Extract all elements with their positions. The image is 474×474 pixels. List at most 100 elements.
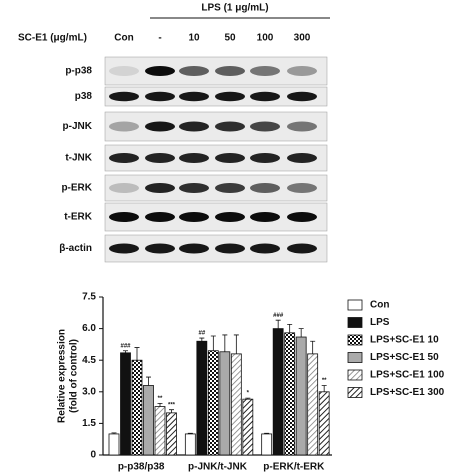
significance: * xyxy=(247,391,250,397)
error-bar xyxy=(245,397,251,400)
y-axis-label: (fold of control) xyxy=(69,339,80,413)
y-tick-label: 0 xyxy=(90,450,96,461)
band xyxy=(215,153,245,163)
legend-label: Con xyxy=(370,300,389,311)
row-label: p38 xyxy=(75,91,93,102)
significance: ## xyxy=(198,331,205,337)
band xyxy=(250,243,280,254)
error-bar xyxy=(287,323,293,333)
bar xyxy=(219,351,231,456)
bar xyxy=(108,433,120,456)
band xyxy=(109,66,139,76)
x-tick-label: p-p38/p38 xyxy=(118,462,165,473)
bar xyxy=(318,391,330,456)
lane-label: Con xyxy=(114,33,133,44)
legend-swatch xyxy=(347,317,363,328)
band xyxy=(179,121,209,132)
band xyxy=(250,66,280,76)
band xyxy=(215,66,245,76)
band xyxy=(179,183,209,193)
band xyxy=(109,153,139,163)
band xyxy=(287,66,317,76)
band xyxy=(145,212,175,222)
error-bar xyxy=(187,432,193,434)
error-bar xyxy=(210,335,216,351)
bar xyxy=(242,398,254,456)
treatment-label: LPS (1 μg/mL) xyxy=(201,3,268,14)
legend-label: LPS+SC-E1 10 xyxy=(370,335,439,346)
band xyxy=(109,91,139,102)
band xyxy=(250,121,280,132)
error-bar xyxy=(134,347,140,361)
band xyxy=(145,243,175,254)
band xyxy=(109,121,139,132)
band xyxy=(179,66,209,76)
band xyxy=(287,212,317,222)
error-bar xyxy=(169,409,174,413)
legend-label: LPS+SC-E1 50 xyxy=(370,352,439,363)
significance: *** xyxy=(168,402,176,408)
bar xyxy=(143,385,154,456)
error-bar xyxy=(233,334,239,354)
y-axis-label: Relative expression xyxy=(57,329,68,423)
band xyxy=(250,212,280,222)
x-tick-label: p-JNK/t-JNK xyxy=(188,462,248,473)
lane-label: 100 xyxy=(257,33,274,44)
bar xyxy=(166,412,177,456)
band xyxy=(145,121,175,132)
bar xyxy=(261,433,273,456)
bar xyxy=(120,352,131,456)
error-bar xyxy=(298,328,304,338)
band xyxy=(287,121,317,132)
band xyxy=(250,91,280,102)
significance: ### xyxy=(273,313,284,319)
bar xyxy=(154,406,166,456)
band xyxy=(109,243,139,254)
band xyxy=(179,91,209,102)
band xyxy=(215,183,245,193)
band xyxy=(109,183,139,193)
band xyxy=(179,212,209,222)
bar xyxy=(272,328,284,456)
bar xyxy=(307,353,319,456)
band xyxy=(250,183,280,193)
band xyxy=(145,183,175,193)
error-bar xyxy=(146,376,151,386)
lane-label: 50 xyxy=(224,33,236,44)
row-label: t-ERK xyxy=(64,212,93,223)
legend-swatch xyxy=(347,299,363,311)
y-tick-label: 1.5 xyxy=(82,418,96,429)
bar xyxy=(230,353,242,456)
error-bar xyxy=(157,402,163,407)
band xyxy=(145,91,175,102)
error-bar xyxy=(123,350,128,353)
band xyxy=(287,183,317,193)
band xyxy=(250,153,280,163)
band xyxy=(215,243,245,254)
bar xyxy=(184,433,196,456)
band xyxy=(145,153,175,163)
row-label: p-p38 xyxy=(65,66,92,77)
band xyxy=(109,212,139,222)
row-label: t-JNK xyxy=(65,153,92,164)
error-bar xyxy=(222,334,228,352)
row-label: p-ERK xyxy=(61,183,92,194)
lane-label: 300 xyxy=(294,33,311,44)
band xyxy=(145,66,175,76)
error-bar xyxy=(310,340,316,354)
lane-label: 10 xyxy=(188,33,200,44)
y-tick-label: 3.0 xyxy=(82,386,96,397)
band xyxy=(287,243,317,254)
band xyxy=(287,153,317,163)
error-bar xyxy=(111,432,117,434)
bar xyxy=(131,359,143,456)
band xyxy=(215,91,245,102)
legend-swatch xyxy=(347,387,363,398)
row-label: p-JNK xyxy=(63,121,93,132)
legend-label: LPS+SC-E1 300 xyxy=(370,387,445,398)
lane-label: - xyxy=(158,33,161,44)
bar xyxy=(196,340,208,456)
x-tick-label: p-ERK/t-ERK xyxy=(263,462,325,473)
y-tick-label: 7.5 xyxy=(82,292,96,303)
